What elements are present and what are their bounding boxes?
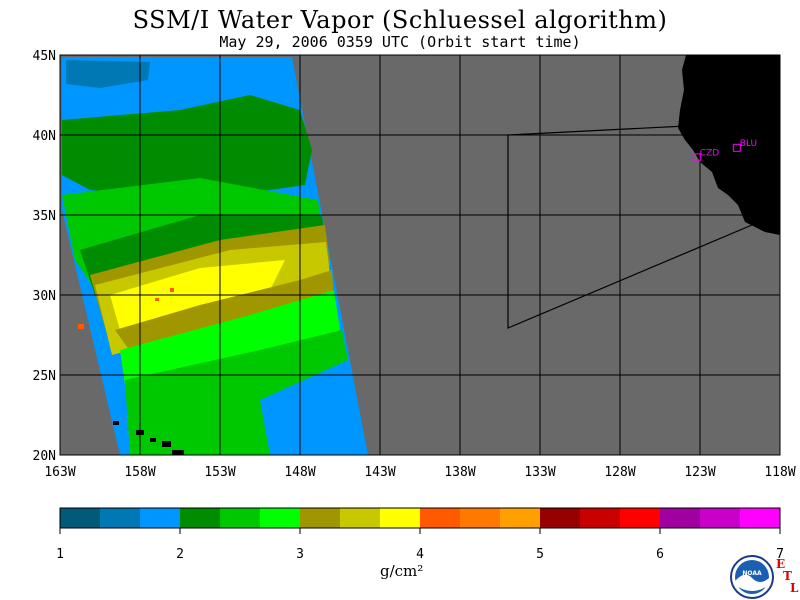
colorbar-swatch: [620, 508, 661, 528]
lon-label: 163W: [44, 465, 75, 480]
lat-label: 25N: [33, 369, 56, 384]
colorbar-tick-label: 6: [656, 547, 664, 562]
colorbar-tick-label: 5: [536, 547, 544, 562]
lon-label: 118W: [764, 465, 795, 480]
colorbar-swatch: [100, 508, 141, 528]
swath-band-green-dark: [62, 95, 312, 200]
longitude-labels: 163W 158W 153W 148W 143W 138W 133W 128W 123W 118W: [44, 465, 795, 480]
swath-band-lime: [120, 290, 340, 385]
colorbar-swatch: [340, 508, 381, 528]
map-frame: CZD BLU: [60, 55, 780, 455]
lat-label: 35N: [33, 209, 56, 224]
lon-label: 153W: [204, 465, 235, 480]
lon-label: 138W: [444, 465, 475, 480]
colorbar-units: g/cm²: [380, 562, 424, 580]
graticule: [60, 55, 780, 455]
station-marker: [732, 143, 741, 152]
map-border: [59, 54, 781, 456]
latitude-labels: 45N 40N 35N 30N 25N 20N: [33, 49, 56, 464]
etl-mark: E T L: [776, 557, 799, 595]
colorbar-swatch: [300, 508, 341, 528]
colorbar-swatch: [740, 508, 781, 528]
swath-hotspot-2: [170, 288, 174, 292]
colorbar-swatch: [380, 508, 421, 528]
swath-band-blue-south: [260, 360, 368, 455]
colorbar-tick-label: 7: [776, 547, 784, 562]
colorbar-ticks: 1 2 3 4 5 6 7: [56, 528, 784, 562]
colorbar-swatch: [460, 508, 501, 528]
colorbar-swatch: [220, 508, 261, 528]
lon-label: 123W: [684, 465, 715, 480]
colorbar-swatch: [180, 508, 221, 528]
lon-label: 143W: [364, 465, 395, 480]
station-markers: CZD BLU: [692, 139, 757, 162]
colorbar-tick-label: 3: [296, 547, 304, 562]
swath-hotspot-3: [155, 298, 159, 301]
swath-hotspot-1: [78, 324, 84, 329]
colorbar-tick-label: 4: [416, 547, 424, 562]
swath-band-green-south: [125, 330, 350, 455]
lon-label: 158W: [124, 465, 155, 480]
lat-label: 40N: [33, 129, 56, 144]
colorbar-tick-label: 2: [176, 547, 184, 562]
study-domain-outline: [507, 125, 753, 329]
noaa-logo: NOAA: [730, 555, 774, 599]
svg-text:E: E: [776, 557, 785, 571]
colorbar-swatch: [420, 508, 461, 528]
station-marker: [692, 153, 701, 162]
lat-label: 20N: [33, 449, 56, 464]
lon-label: 128W: [604, 465, 635, 480]
colorbar-swatch: [700, 508, 741, 528]
swath-band-blue-dark: [66, 60, 150, 88]
colorbar-swatch: [540, 508, 581, 528]
svg-text:NOAA: NOAA: [742, 570, 762, 577]
station-label: CZD: [700, 148, 719, 158]
colorbar-swatch: [580, 508, 621, 528]
lon-label: 133W: [524, 465, 555, 480]
colorbar-tick-label: 1: [56, 547, 64, 562]
colorbar: [59, 507, 781, 529]
colorbar-swatch: [260, 508, 301, 528]
swath: [62, 57, 368, 455]
lon-label: 148W: [284, 465, 315, 480]
station-label: BLU: [740, 139, 757, 149]
lat-label: 30N: [33, 289, 56, 304]
california-land: [678, 55, 780, 235]
colorbar-swatch: [140, 508, 181, 528]
colorbar-swatch: [500, 508, 541, 528]
svg-text:L: L: [790, 581, 799, 595]
svg-text:T: T: [783, 569, 792, 583]
lat-label: 45N: [33, 49, 56, 64]
colorbar-swatch: [660, 508, 701, 528]
map-subtitle: May 29, 2006 0359 UTC (Orbit start time): [219, 33, 581, 51]
colorbar-swatch: [60, 508, 101, 528]
map-title: SSM/I Water Vapor (Schluessel algorithm): [132, 6, 668, 34]
